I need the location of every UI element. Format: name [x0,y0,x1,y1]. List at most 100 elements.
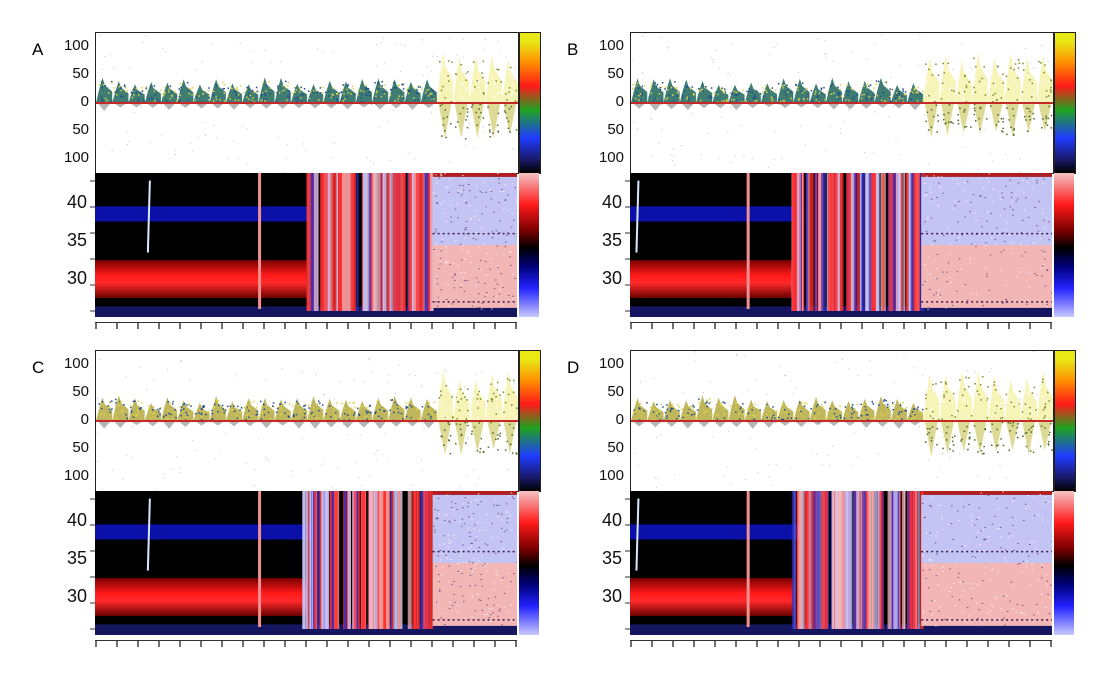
spectrum-speckle [261,93,263,96]
velocity-speckle [444,213,446,215]
spectrum-speckle [315,417,318,420]
spectrum-speckle [930,440,933,442]
spectrum-envelope [177,79,194,103]
velocity-speckle [1000,547,1003,549]
spectrum-speckle [886,408,889,410]
spectrum-noise-dot [680,145,682,147]
spectrum-speckle [860,93,862,96]
spectrum-speckle [918,411,921,413]
spectrum-speckle [407,87,409,89]
velocity-streak [882,173,885,311]
spectrum-speckle [492,432,494,434]
spectrum-envelope [988,375,1005,421]
velocity-speckle [1021,255,1023,257]
velocity-speckle [997,571,999,573]
velocity-speckle [457,217,459,219]
velocity-speckle [498,610,501,612]
velocity-speckle [945,307,947,309]
velocity-speckle [1020,572,1023,574]
spectrum-noise-dot [252,50,254,52]
velocity-speckle [492,612,494,614]
spectrum-noise-dot [1032,351,1034,353]
spectrum-speckle [948,104,951,106]
spectrum-noise-dot [332,486,334,488]
spectrum-speckle [496,124,499,127]
spectrum-speckle [348,402,351,404]
spectrum-noise-dot [660,36,662,38]
spectrum-speckle [782,87,785,89]
spectrum-speckle [1010,70,1012,73]
velocity-speckle [982,580,984,582]
spectrum-noise-dot [913,367,915,369]
spectrum-speckle [342,100,345,102]
velocity-speckle [1022,219,1024,221]
velocity-speckle [459,184,461,186]
spectrum-speckle [902,88,904,90]
spectrum-speckle [942,401,945,403]
velocity-speckle [1044,285,1047,287]
velocity-speckle [1025,565,1028,567]
velocity-speckle [485,206,487,208]
spectrum-speckle [940,381,942,383]
spectrum-speckle [446,62,448,64]
velocity-speckle [1015,200,1018,202]
velocity-speckle [967,583,970,585]
spectrum-noise-dot [162,48,164,50]
spectrum-speckle [268,80,270,83]
spectrum-speckle [466,115,469,118]
velocity-speckle [1039,493,1042,495]
velocity-speckle [979,195,982,197]
spectrum-speckle [1051,405,1053,407]
velocity-speckle [959,495,961,497]
spectrum-speckle [504,397,507,399]
spectrum-envelope [842,401,859,421]
spectrum-speckle [101,400,103,403]
velocity-speckle [488,608,491,610]
spectrum-speckle [268,410,271,412]
velocity-streak [860,173,866,311]
velocity-speckle [500,527,503,529]
spectrum-speckle [771,416,773,419]
spectrum-speckle [654,97,657,99]
spectrum-speckle [751,409,753,412]
spectrum-speckle [183,403,186,405]
spectrum-speckle [1017,403,1019,405]
spectrum-speckle [942,82,945,85]
spectrum-speckle [975,65,977,68]
velocity-speckle [1032,618,1034,620]
spectrum-speckle [949,399,951,402]
velocity-speckle [497,575,499,577]
spectrum-noise-dot [333,143,335,145]
spectrum-speckle [433,92,436,95]
spectrum-speckle [994,92,996,95]
spectrum-speckle [217,399,220,402]
spectrum-noise-dot [246,462,248,464]
spectrum-speckle [935,416,937,418]
spectrum-speckle [374,82,376,84]
spectrum-speckle [632,83,635,86]
velocity-speckle [936,553,938,555]
velocity-colorbar [519,491,539,635]
spectrum-speckle [407,90,410,93]
spectrum-speckle [292,92,294,95]
spectrum-speckle [974,382,976,385]
velocity-speckle [978,517,981,519]
spectrum-noise-dot [1040,45,1042,47]
spectrum-speckle [686,86,688,89]
spectrum-speckle [1041,126,1043,129]
spectrum-speckle [1050,422,1052,425]
spectrum-noise-dot [892,106,894,108]
spectrum-speckle [226,405,229,408]
spectrum-speckle [479,103,481,105]
velocity-speckle [468,516,470,518]
spectrum-speckle [342,84,345,86]
spectrum-speckle [994,85,996,87]
spectrum-speckle [676,91,679,93]
spectrum-speckle [442,65,444,67]
spectrum-speckle [394,100,396,102]
velocity-speckle [999,526,1002,528]
spectrum-speckle [414,99,416,102]
spectrum-lower-envelope [373,103,387,110]
velocity-streak [387,173,392,311]
spectrum-noise-dot [356,93,358,95]
